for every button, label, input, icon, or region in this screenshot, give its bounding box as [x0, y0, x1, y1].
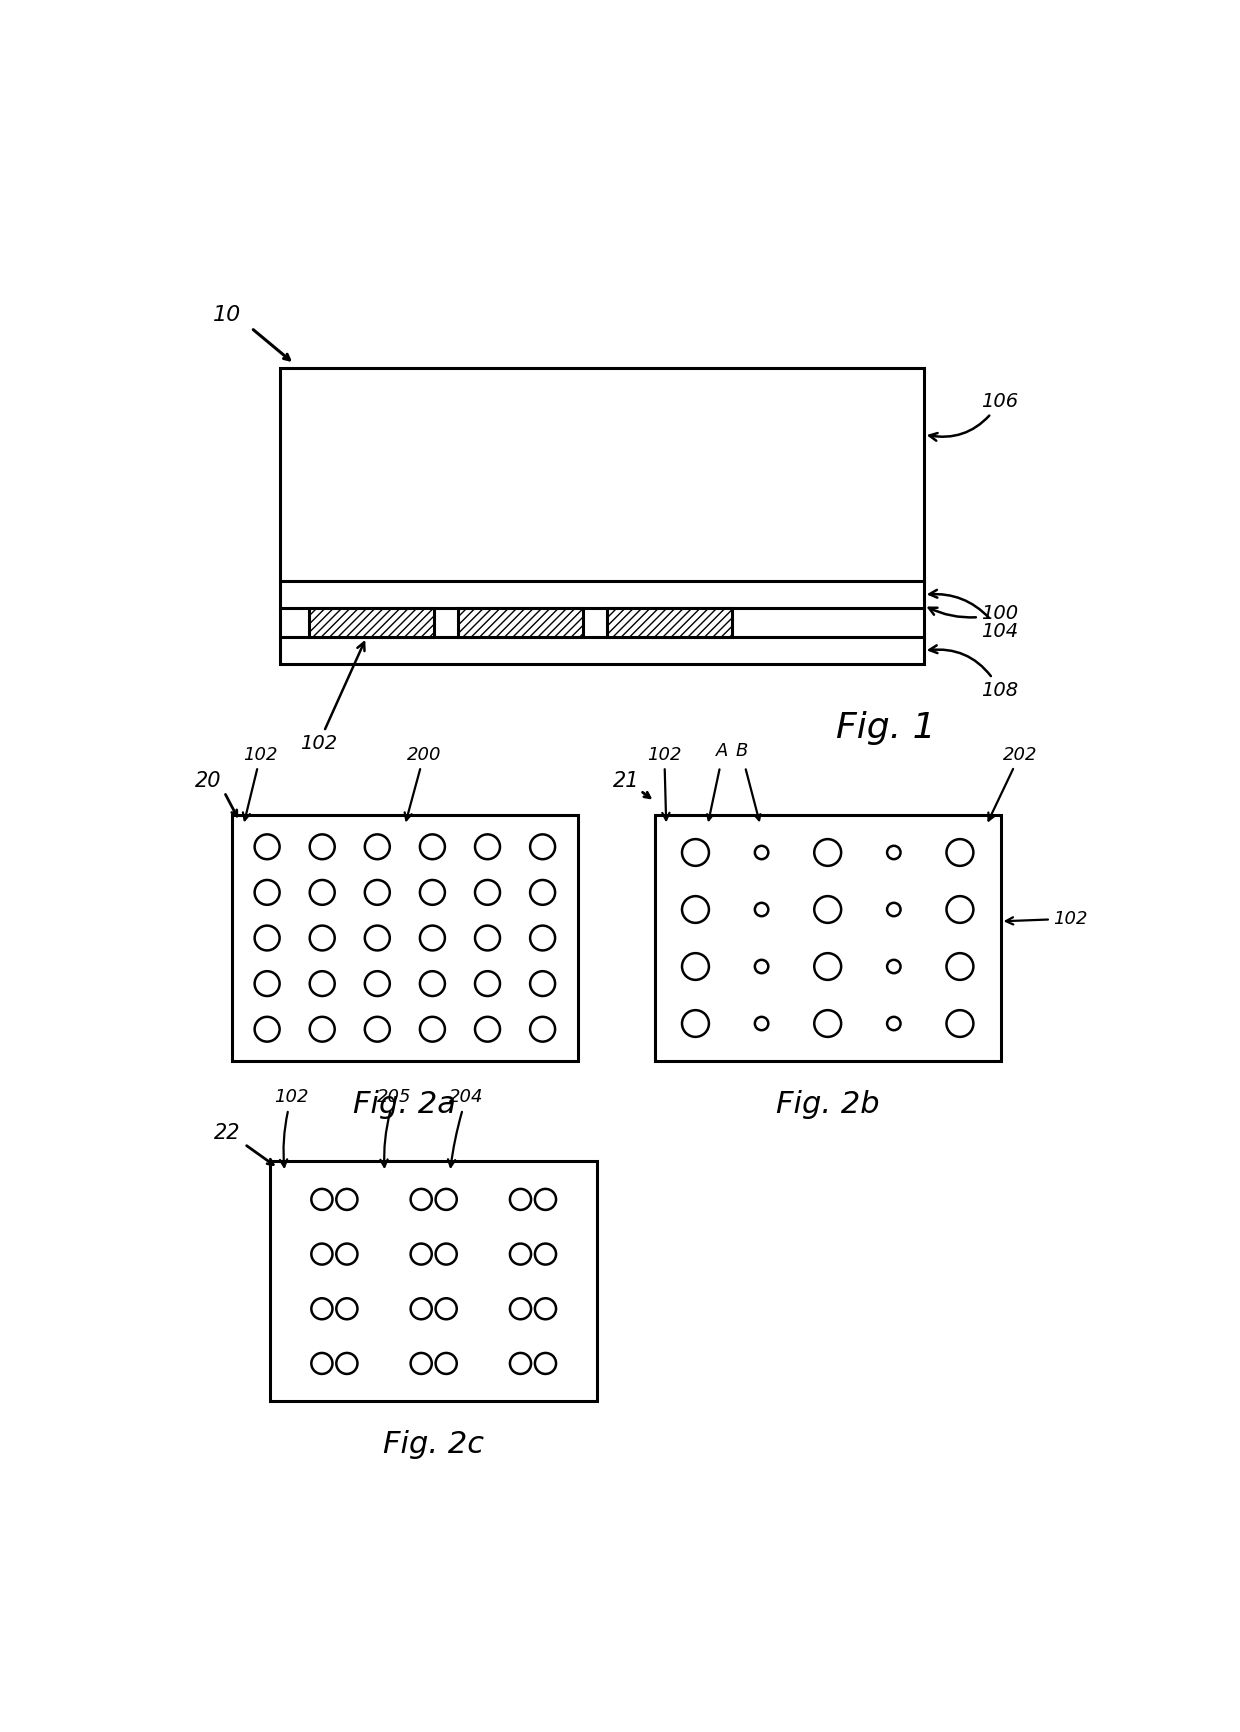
- Text: 200: 200: [404, 746, 441, 821]
- Text: 104: 104: [929, 591, 1018, 641]
- Text: 20: 20: [195, 771, 221, 792]
- Bar: [458, 608, 583, 637]
- Text: 102: 102: [300, 643, 365, 753]
- Bar: [655, 814, 1001, 1062]
- Text: 22: 22: [213, 1124, 241, 1143]
- Text: 102: 102: [243, 746, 278, 821]
- Text: 102: 102: [647, 746, 682, 819]
- Text: B: B: [735, 741, 748, 760]
- Text: 21: 21: [613, 771, 639, 792]
- Bar: [280, 367, 924, 663]
- Bar: [232, 814, 578, 1062]
- Text: 108: 108: [929, 646, 1018, 700]
- Text: 10: 10: [213, 305, 242, 324]
- Text: Fig. 2b: Fig. 2b: [776, 1089, 879, 1119]
- Text: 102: 102: [1006, 909, 1087, 928]
- Text: 106: 106: [929, 391, 1018, 440]
- Bar: [606, 608, 732, 637]
- Bar: [309, 608, 434, 637]
- Text: 204: 204: [448, 1088, 484, 1167]
- Text: Fig. 1: Fig. 1: [836, 710, 935, 745]
- Text: 100: 100: [929, 604, 1018, 624]
- Bar: [270, 1162, 596, 1401]
- Text: 202: 202: [988, 746, 1037, 821]
- Text: 205: 205: [377, 1088, 412, 1167]
- Text: A: A: [715, 741, 728, 760]
- Text: Fig. 2a: Fig. 2a: [353, 1089, 456, 1119]
- Text: 102: 102: [274, 1088, 309, 1167]
- Text: Fig. 2c: Fig. 2c: [383, 1429, 484, 1458]
